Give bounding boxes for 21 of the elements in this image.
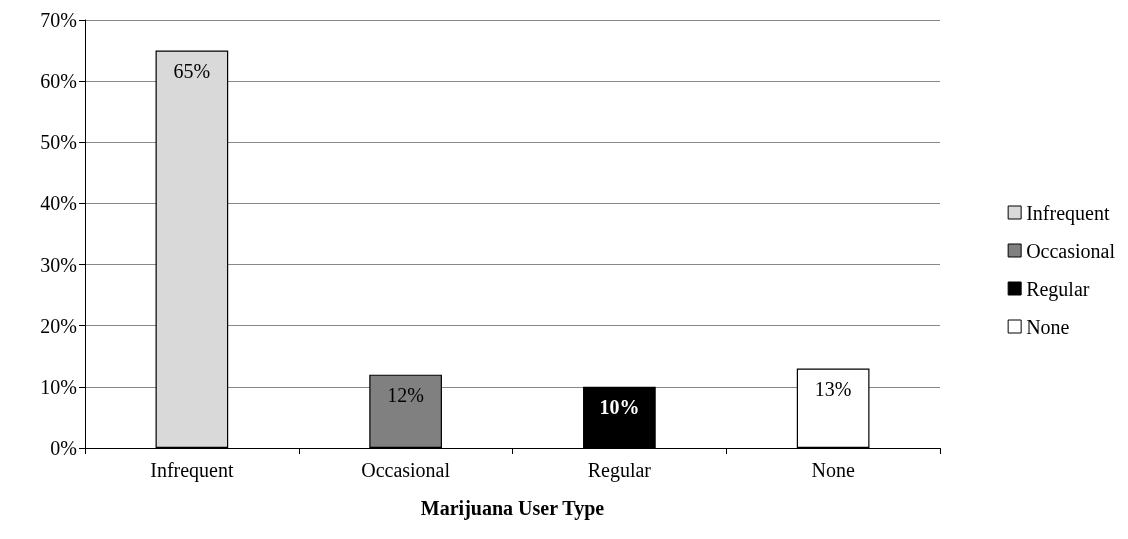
y-tick-label: 70% <box>40 9 77 31</box>
data-label: 65% <box>173 59 211 82</box>
y-tick-label: 30% <box>40 253 77 276</box>
y-tick-label: 40% <box>40 192 77 215</box>
x-axis-title: Marijuana User Type <box>420 497 605 520</box>
y-tick-label: 50% <box>40 131 77 154</box>
x-tick-label: Regular <box>587 459 652 482</box>
legend-label: Infrequent <box>1026 201 1110 225</box>
data-label: 10% <box>599 395 640 418</box>
data-label: 12% <box>387 383 424 406</box>
x-tick-label: None <box>811 459 855 481</box>
y-tick-label: 20% <box>40 314 77 337</box>
x-tick-label: Infrequent <box>150 459 234 482</box>
x-tick-label: Occasional <box>361 459 451 481</box>
data-label: 13% <box>814 377 852 400</box>
y-tick-label: 60% <box>40 70 77 93</box>
y-tick-label: 10% <box>40 375 77 398</box>
legend-label: Occasional <box>1026 239 1116 262</box>
legend-label: Regular <box>1026 277 1090 301</box>
legend-label: None <box>1026 315 1070 338</box>
y-tick-label: 0% <box>50 437 77 459</box>
